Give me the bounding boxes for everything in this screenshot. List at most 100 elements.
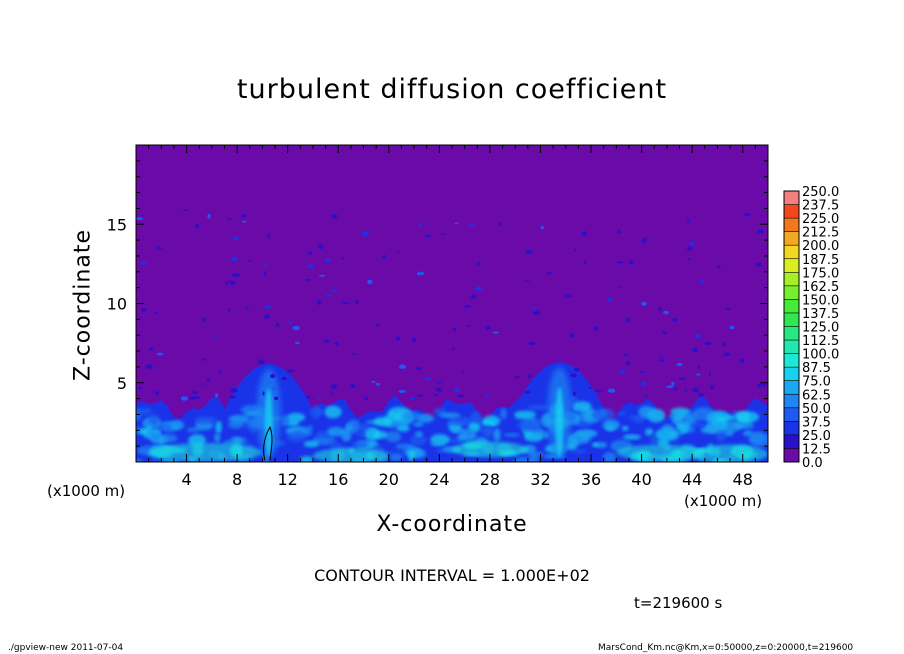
turbulence-patch — [364, 396, 368, 401]
turbulence-patch — [452, 347, 455, 351]
turbulence-patch — [350, 383, 356, 388]
turbulence-patch — [342, 301, 350, 305]
turbulence-patch — [331, 213, 338, 219]
turbulent-eddy — [661, 424, 674, 433]
x-tick-label: 24 — [429, 470, 449, 489]
y-axis-label: Z-coordinate — [70, 229, 96, 381]
turbulent-eddy — [148, 414, 160, 425]
turbulence-patch — [470, 294, 477, 299]
turbulent-eddy — [468, 421, 481, 433]
turbulence-patch — [232, 236, 239, 240]
plume-core-inner — [555, 387, 564, 458]
turbulence-patch — [324, 258, 332, 263]
turbulence-patch — [454, 222, 459, 225]
surface-streak — [692, 444, 768, 462]
turbulent-eddy — [706, 413, 719, 425]
turbulence-patch — [416, 271, 425, 276]
colorbar-swatch — [784, 353, 799, 368]
x-axis: 4 8 12 16 20 24 28 32 36 40 44 48 — [148, 145, 756, 489]
turbulence-patch — [354, 300, 359, 304]
turbulence-patch — [271, 386, 278, 391]
turbulence-patch — [456, 394, 465, 398]
turbulence-patch — [584, 260, 587, 265]
turbulence-patch — [214, 393, 219, 398]
turbulent-eddy — [214, 433, 221, 443]
turbulence-patch — [524, 390, 531, 394]
y-tick-label: 15 — [107, 215, 127, 234]
surface-streak — [312, 447, 389, 462]
turbulence-patch — [180, 396, 189, 401]
turbulent-eddy — [700, 426, 719, 434]
colorbar-label: 150.0 — [802, 293, 839, 308]
colorbar-swatch — [784, 299, 799, 313]
x-tick-label: 8 — [232, 470, 242, 489]
x-tick-label: 16 — [328, 470, 348, 489]
turbulence-patch — [247, 260, 251, 262]
turbulence-patch — [318, 396, 321, 401]
turbulence-patch — [229, 395, 236, 399]
turbulence-patch — [687, 258, 691, 261]
turbulence-patch — [215, 334, 219, 338]
turbulent-eddy — [622, 434, 642, 440]
turbulence-patch — [729, 325, 735, 330]
turbulent-eddy — [390, 454, 403, 462]
colorbar-label: 175.0 — [802, 266, 839, 281]
turbulence-patch — [424, 377, 431, 381]
colorbar-swatch — [784, 380, 799, 395]
turbulent-eddy — [484, 425, 493, 439]
turbulence-patch — [744, 213, 750, 217]
turbulence-patch — [218, 369, 222, 374]
turbulence-patch — [607, 297, 612, 302]
turbulence-patch — [145, 364, 153, 369]
turbulence-patch — [280, 376, 288, 381]
turbulent-eddy — [616, 411, 627, 416]
colorbar-swatch — [784, 434, 799, 449]
turbulence-patch — [225, 281, 228, 286]
colorbar-swatch — [784, 340, 799, 354]
colorbar-swatch — [784, 231, 799, 246]
turbulent-eddy — [303, 440, 319, 448]
turbulent-eddy — [567, 436, 579, 450]
turbulence-patch — [607, 388, 616, 393]
turbulence-patch — [704, 341, 712, 346]
turbulence-patch — [564, 294, 572, 298]
turbulence-patch — [419, 222, 423, 227]
turbulence-patch — [755, 262, 762, 267]
turbulence-patch — [485, 393, 490, 397]
turbulence-patch — [492, 331, 499, 334]
turbulence-patch — [687, 219, 690, 223]
turbulence-patch — [361, 231, 370, 236]
turbulent-eddy — [518, 426, 542, 432]
turbulence-patch — [305, 278, 312, 281]
colorbar-label: 125.0 — [802, 321, 839, 336]
turbulence-patch — [671, 381, 675, 386]
turbulence-patch — [699, 280, 704, 284]
turbulence-patch — [307, 264, 315, 269]
x-tick-label: 44 — [682, 470, 702, 489]
turbulence-patch — [155, 390, 159, 396]
turbulent-eddy — [602, 451, 617, 462]
turbulent-eddy — [215, 420, 222, 434]
turbulent-eddy — [602, 419, 620, 431]
turbulence-patch — [263, 314, 271, 319]
turbulence-patch — [230, 387, 238, 393]
turbulent-eddy — [523, 444, 537, 454]
turbulence-patch — [195, 224, 200, 229]
colorbar-label: 112.5 — [802, 334, 839, 349]
turbulent-eddy — [690, 422, 706, 428]
turbulence-patch — [530, 307, 537, 310]
turbulence-patch — [440, 233, 445, 236]
turbulence-patch — [695, 373, 701, 376]
turbulence-patch — [203, 383, 207, 386]
turbulent-eddy — [482, 415, 501, 427]
y-tick-label: 5 — [117, 374, 127, 393]
turbulence-patch — [424, 234, 431, 238]
turbulence-patch — [264, 263, 267, 268]
turbulence-patch — [381, 255, 387, 259]
turbulence-patch — [264, 305, 272, 309]
turbulence-patch — [666, 385, 674, 389]
turbulent-eddy — [286, 412, 306, 422]
turbulence-patch — [398, 389, 407, 393]
turbulence-patch — [330, 384, 338, 390]
